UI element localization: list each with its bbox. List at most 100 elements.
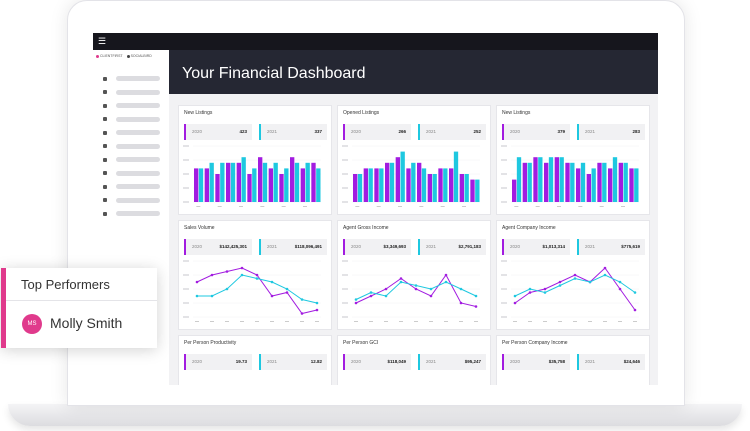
line-point	[414, 287, 418, 291]
card-title: New Listings	[502, 110, 531, 116]
performer-name[interactable]: Molly Smith	[50, 315, 123, 331]
stat-stat2020: 2020 266	[343, 124, 411, 140]
list-icon	[103, 171, 107, 176]
top-bar: ☰	[93, 33, 658, 50]
stat-value: $2,791,183	[458, 244, 481, 249]
line-point	[255, 273, 259, 277]
tab-clientfirst[interactable]: CLIENTFIRST	[96, 54, 123, 58]
x-tick-label	[599, 206, 604, 207]
sidebar-item[interactable]	[93, 140, 169, 154]
y-tick-label	[342, 274, 348, 276]
stat-accent	[259, 124, 261, 140]
metric-card[interactable]: New Listings 2020 379 2021 283	[496, 105, 650, 215]
metric-card[interactable]: Agent Company Income 2020 $1,013,314 2021 $7…	[496, 220, 650, 330]
bar-2020	[385, 162, 390, 202]
y-tick-label	[342, 260, 348, 262]
y-tick-label	[501, 159, 507, 161]
sidebar-item-label-placeholder	[116, 76, 160, 82]
line-point	[225, 270, 229, 273]
hamburger-icon[interactable]: ☰	[98, 36, 107, 46]
y-tick-label	[342, 145, 348, 147]
stat-value: $775,619	[621, 244, 640, 249]
bar-2021	[580, 162, 586, 202]
x-tick-label	[376, 206, 381, 207]
bar-2020	[608, 168, 613, 202]
bar-2021	[294, 162, 300, 202]
card-chart	[501, 260, 639, 322]
metric-card[interactable]: Per Person Productivity 2020 19.73 2021 12.8…	[178, 335, 332, 385]
line-point	[300, 312, 304, 315]
bar-2021	[591, 168, 596, 202]
tab-label: CLIENTFIRST	[100, 54, 123, 58]
line-point	[618, 280, 622, 284]
x-tick-label	[195, 321, 199, 322]
x-tick-label	[440, 206, 445, 207]
sidebar-item[interactable]	[93, 72, 169, 86]
metric-card[interactable]: Sales Volume 2020 $142,425,301 2021 $118,096…	[178, 220, 332, 330]
card-title: Opened Listings	[343, 110, 380, 116]
sidebar-item[interactable]	[93, 167, 169, 181]
stat-stat2021: 2021 $95,247	[418, 354, 486, 370]
sidebar-item[interactable]	[93, 86, 169, 100]
x-tick-label	[414, 321, 418, 322]
x-tick-label	[315, 321, 319, 322]
page-header: Your Financial Dashboard	[169, 50, 658, 94]
x-tick-label	[281, 206, 286, 207]
stat-stat2021: 2021 $24,646	[577, 354, 645, 370]
people-icon	[103, 184, 107, 189]
stat-accent	[502, 124, 504, 140]
bar-2021	[209, 162, 214, 202]
x-tick-label	[240, 321, 244, 322]
y-tick-label	[183, 159, 189, 161]
stat-accent	[418, 124, 420, 140]
line-point	[369, 291, 373, 294]
sidebar-item[interactable]	[93, 207, 169, 221]
bar-2020	[279, 174, 284, 202]
card-title: Agent Gross Income	[343, 225, 389, 231]
bar-2021	[559, 157, 564, 202]
bar-2021	[273, 162, 278, 202]
card-title: Per Person GCI	[343, 340, 379, 346]
avatar[interactable]: MS	[22, 314, 42, 334]
stat-year: 2020	[510, 129, 521, 134]
sidebar-item[interactable]	[93, 180, 169, 194]
metric-card[interactable]: Per Person Company Income 2020 $35,758 2021…	[496, 335, 650, 385]
sidebar-item[interactable]	[93, 113, 169, 127]
dollar-icon	[103, 198, 107, 203]
metric-card[interactable]: Agent Gross Income 2020 $3,349,693 2021 $2,7…	[337, 220, 491, 330]
bar-2021	[527, 162, 532, 202]
sidebar-item[interactable]	[93, 153, 169, 167]
y-tick-label	[183, 274, 189, 276]
line-point	[573, 277, 577, 280]
line-point	[528, 291, 532, 294]
bar-2020	[522, 162, 527, 202]
y-tick-label	[342, 201, 348, 203]
stat-stat2020: 2020 19.73	[184, 354, 252, 370]
metric-card[interactable]: Per Person GCI 2020 $118,049 2021 $95,247	[337, 335, 491, 385]
y-tick-label	[501, 274, 507, 276]
x-tick-label	[260, 206, 265, 207]
bar-2020	[618, 162, 623, 202]
line-point	[633, 308, 637, 312]
tab-socialbird[interactable]: SOCIALBIRD	[126, 54, 152, 58]
card-chart	[342, 260, 480, 322]
metric-card[interactable]: Opened Listings 2020 266 2021 252	[337, 105, 491, 215]
x-tick-label	[578, 206, 583, 207]
sidebar-item[interactable]	[93, 194, 169, 208]
sidebar-item[interactable]	[93, 99, 169, 113]
metric-card[interactable]: New Listings 2020 423 2021 337	[178, 105, 332, 215]
line-point	[414, 284, 418, 287]
stat-year: 2020	[192, 129, 203, 134]
line-point	[474, 294, 478, 298]
laptop-base	[8, 404, 742, 426]
stat-year: 2021	[267, 129, 278, 134]
x-tick-label	[210, 321, 214, 322]
stat-value: $1,013,314	[542, 244, 565, 249]
bar-2020	[215, 174, 220, 202]
sidebar-item[interactable]	[93, 126, 169, 140]
line-point	[369, 294, 373, 298]
line-point	[210, 294, 214, 298]
bar-2021	[284, 168, 289, 202]
line-point	[255, 277, 259, 280]
stat-stat2020: 2020 423	[184, 124, 252, 140]
